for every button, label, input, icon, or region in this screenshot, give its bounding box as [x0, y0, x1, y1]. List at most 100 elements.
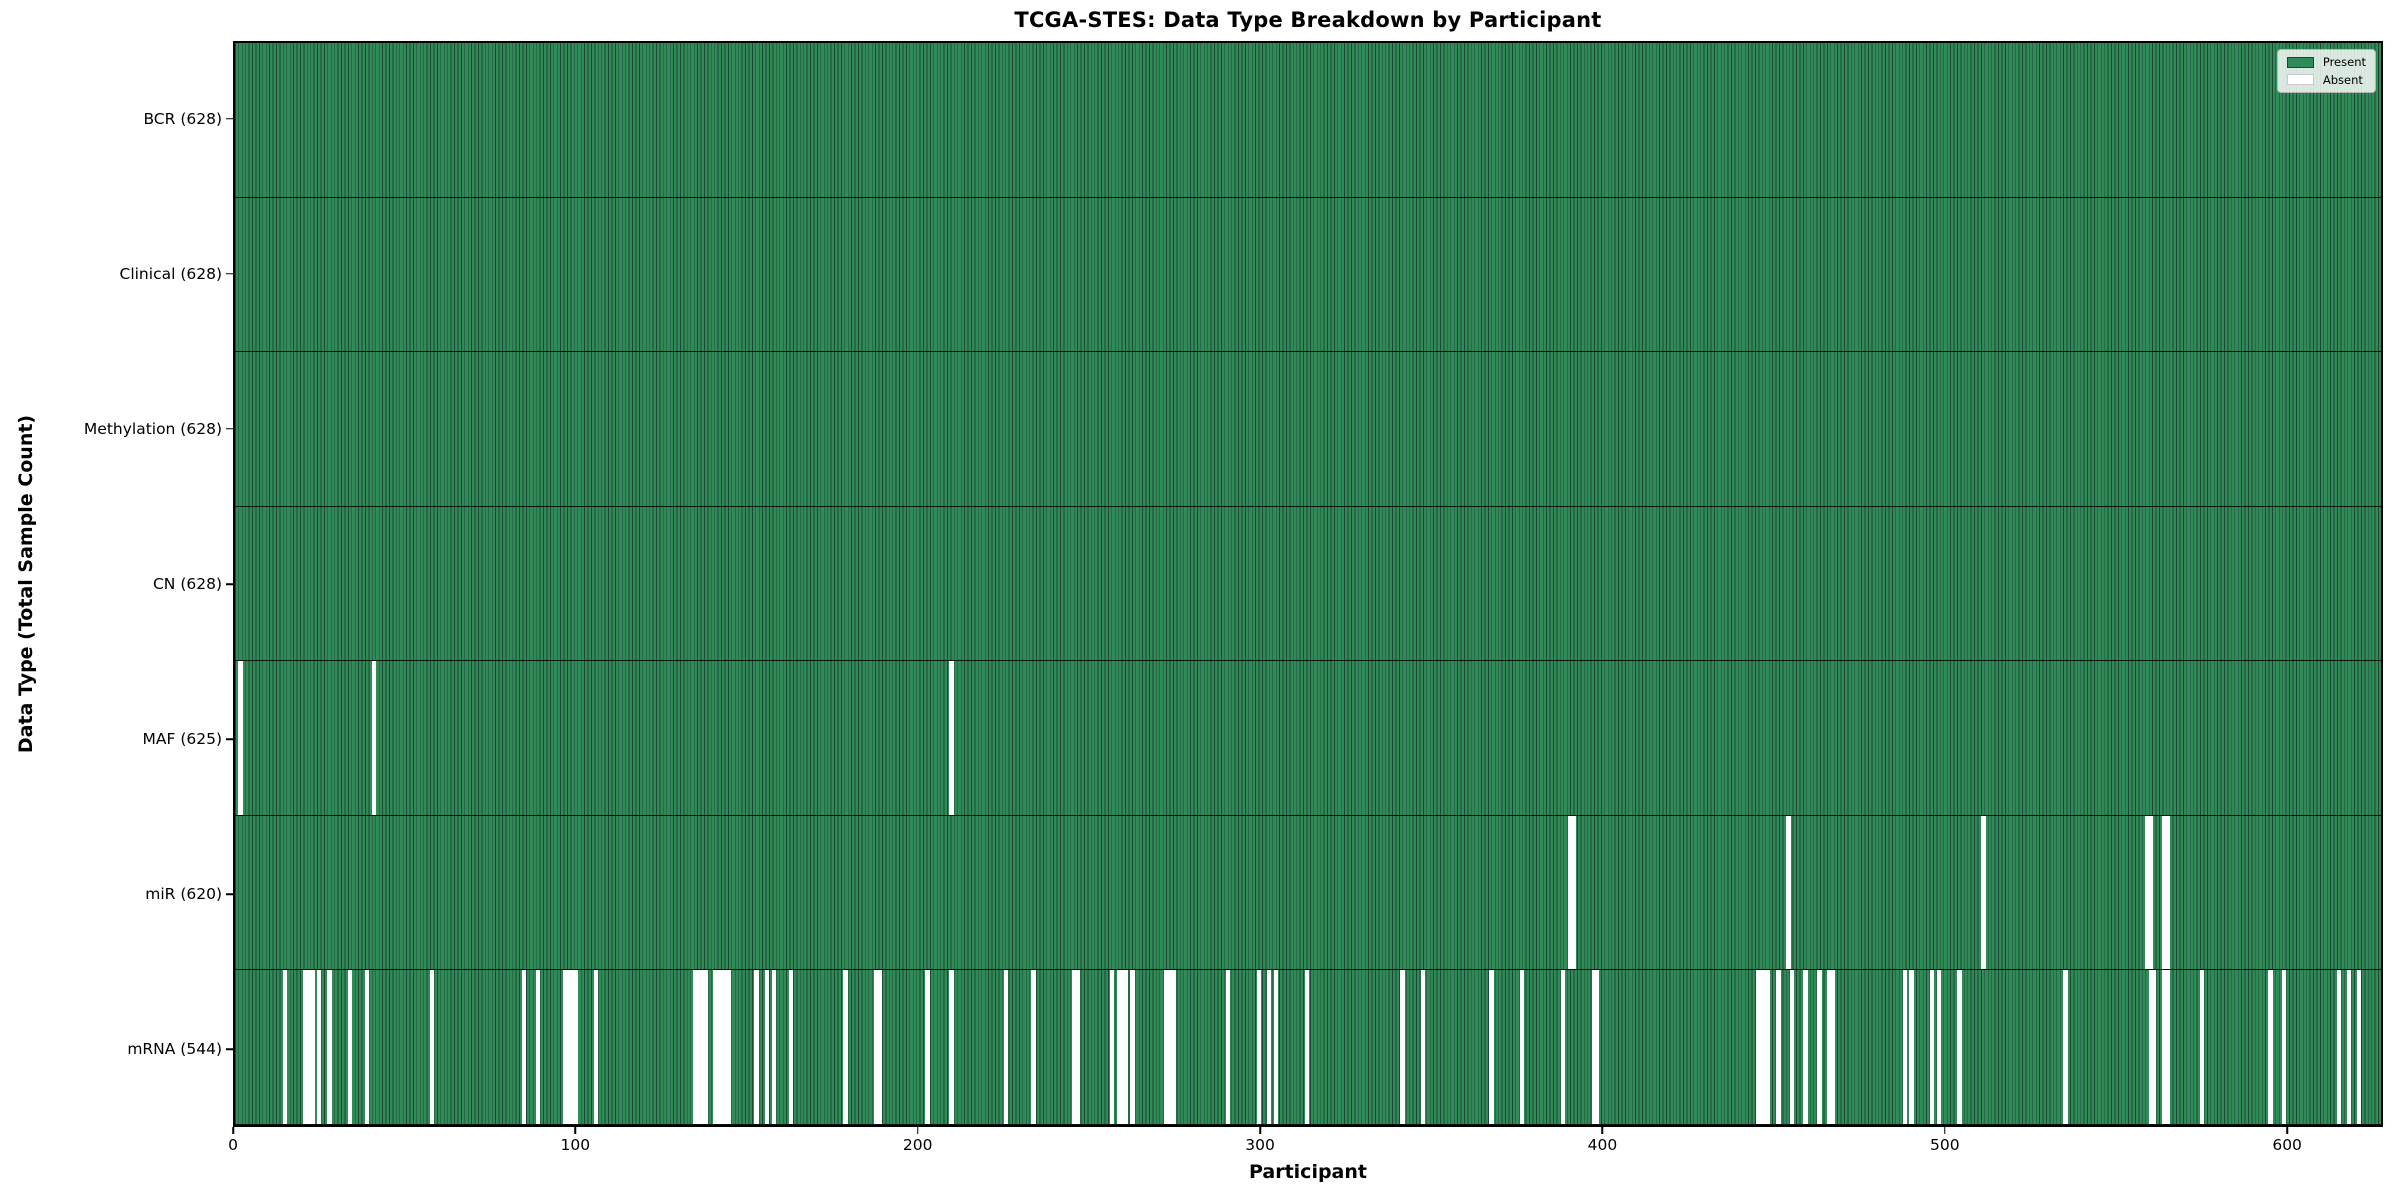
x-tick-mark: [2286, 1127, 2288, 1134]
absent-cell: [282, 970, 288, 1125]
legend-label-absent: Absent: [2322, 72, 2363, 87]
row-Clinical: [235, 197, 2381, 353]
chart-title: TCGA-STES: Data Type Breakdown by Partic…: [1014, 8, 1602, 32]
absent-cell: [1981, 815, 1986, 970]
x-tick-label-400: 400: [1587, 1136, 1618, 1154]
absent-cell: [593, 970, 599, 1125]
absent-cell: [306, 970, 312, 1125]
row-MAF: [235, 661, 2381, 816]
absent-cell: [1304, 970, 1309, 1125]
absent-cell: [1789, 970, 1795, 1125]
x-tick-label-0: 0: [228, 1136, 238, 1154]
y-tick-label-Methylation: Methylation (628): [83, 419, 222, 438]
y-tick-mark: [226, 117, 233, 120]
row-Methylation: [235, 352, 2381, 507]
absent-cell: [1803, 970, 1808, 1125]
y-tick-mark: [226, 583, 233, 585]
x-tick-label-100: 100: [560, 1136, 591, 1154]
x-tick-mark: [1601, 1127, 1604, 1134]
absent-cell: [1902, 970, 1907, 1125]
legend-label-present: Present: [2322, 55, 2366, 69]
absent-cell: [1130, 970, 1135, 1125]
absent-cell: [429, 970, 435, 1125]
absent-cell: [2148, 815, 2154, 970]
y-tick-label-Clinical: Clinical (628): [119, 264, 223, 283]
x-tick-label-300: 300: [1245, 1136, 1275, 1154]
absent-cell: [1167, 970, 1173, 1125]
absent-cell: [1929, 970, 1935, 1125]
absent-cell: [2346, 970, 2352, 1125]
absent-cell: [1567, 815, 1573, 970]
absent-cell: [843, 970, 848, 1125]
absent-cell: [692, 970, 698, 1125]
y-tick-label-MAF: MAF (625): [142, 730, 223, 749]
absent-cell: [2152, 970, 2157, 1125]
absent-cell: [720, 970, 725, 1125]
absent-cell: [327, 970, 332, 1125]
absent-cell: [569, 970, 575, 1125]
present-swatch: [2286, 56, 2314, 68]
absent-cell: [1109, 970, 1115, 1125]
absent-cell: [1003, 970, 1009, 1125]
absent-cell: [1957, 970, 1962, 1125]
absent-cell: [1786, 815, 1791, 970]
absent-cell: [1420, 970, 1426, 1125]
x-tick-mark: [1944, 1127, 1946, 1134]
absent-cell: [2145, 815, 2150, 970]
absent-cell: [238, 661, 243, 815]
absent-cell: [2162, 815, 2167, 970]
x-tick-mark: [1259, 1127, 1261, 1134]
row-BCR: [235, 43, 2381, 198]
absent-cell: [2162, 970, 2167, 1125]
absent-cell: [1765, 970, 1771, 1125]
absent-cell: [1591, 970, 1597, 1125]
absent-cell: [563, 970, 568, 1125]
x-axis-label: Participant: [1248, 1161, 1367, 1183]
absent-cell: [2165, 815, 2171, 970]
x-tick-label-500: 500: [1929, 1136, 1960, 1154]
absent-cell: [347, 970, 353, 1125]
absent-cell: [535, 970, 541, 1125]
absent-swatch: [2286, 74, 2314, 86]
y-tick-mark: [226, 272, 233, 275]
absent-cell: [1266, 970, 1272, 1125]
y-tick-label-CN: CN (628): [152, 575, 222, 593]
absent-cell: [371, 661, 377, 815]
absent-cell: [1164, 970, 1169, 1125]
absent-cell: [716, 970, 722, 1125]
x-tick-label-600: 600: [2272, 1136, 2302, 1154]
absent-cell: [1817, 970, 1822, 1125]
absent-cell: [1830, 970, 1836, 1125]
absent-cell: [703, 970, 708, 1125]
absent-cell: [1256, 970, 1262, 1125]
absent-cell: [1776, 970, 1781, 1125]
x-tick-mark: [232, 1127, 234, 1134]
row-CN: [235, 506, 2381, 662]
absent-cell: [723, 970, 729, 1125]
y-tick-mark: [226, 1048, 233, 1051]
x-tick-mark: [916, 1127, 919, 1134]
absent-cell: [317, 970, 322, 1125]
absent-cell: [2148, 970, 2154, 1125]
absent-cell: [1075, 970, 1081, 1125]
absent-cell: [1116, 970, 1122, 1125]
absent-cell: [949, 661, 954, 815]
absent-cell: [764, 970, 770, 1125]
y-tick-mark: [226, 738, 233, 740]
y-tick-label-BCR: BCR (628): [143, 109, 222, 128]
absent-cell: [2357, 970, 2362, 1125]
absent-cell: [310, 970, 315, 1125]
absent-cell: [713, 970, 718, 1125]
absent-cell: [1273, 970, 1279, 1125]
absent-cell: [1595, 970, 1600, 1125]
absent-cell: [303, 970, 308, 1125]
absent-cell: [1120, 970, 1125, 1125]
y-tick-mark: [226, 428, 233, 430]
absent-cell: [1759, 970, 1764, 1125]
absent-cell: [1123, 970, 1128, 1125]
absent-cell: [1936, 970, 1942, 1125]
absent-cell: [1519, 970, 1525, 1125]
absent-cell: [727, 970, 732, 1125]
absent-cell: [1762, 970, 1767, 1125]
